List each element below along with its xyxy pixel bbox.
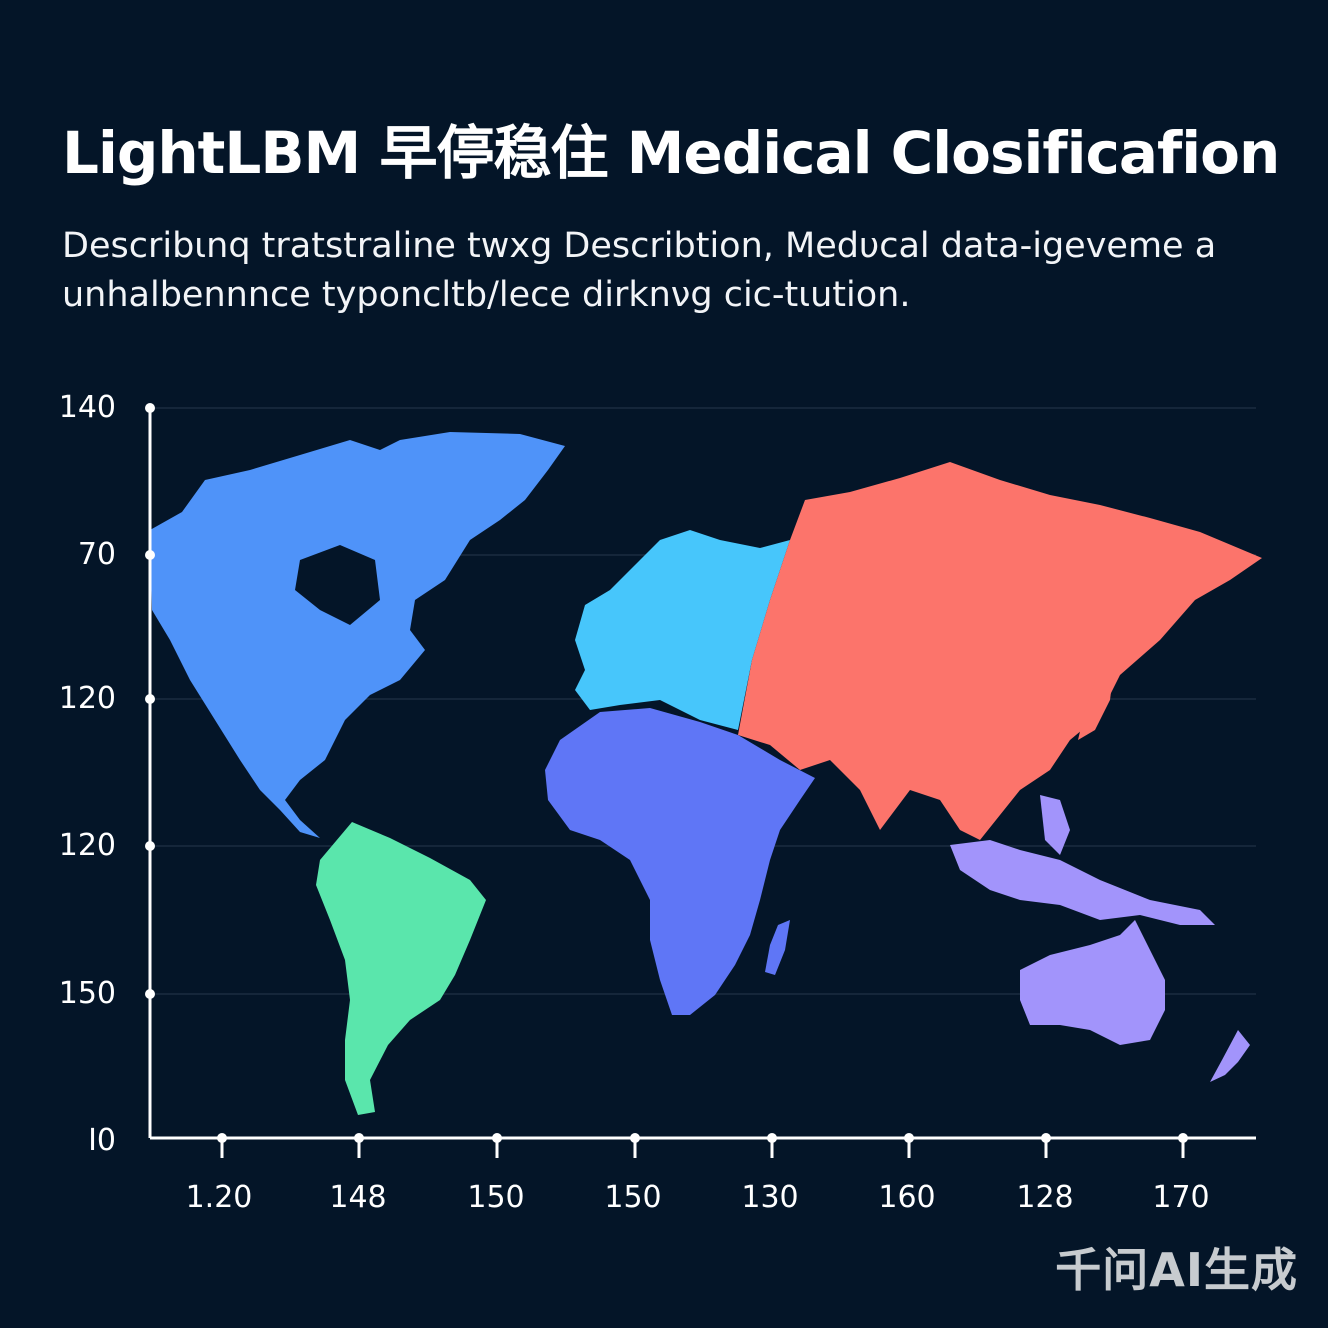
y-tick-label: I0	[88, 1123, 116, 1158]
region-australia	[1020, 920, 1165, 1045]
x-tick-dot	[1178, 1133, 1188, 1143]
region-southeast-asia	[950, 840, 1215, 925]
continents	[150, 432, 1262, 1115]
x-tick-label: 170	[1152, 1180, 1209, 1215]
x-tick-label: 1.20	[186, 1180, 253, 1215]
x-axis-ticks	[220, 1138, 1185, 1158]
y-tick-dot	[145, 403, 155, 413]
x-tick-label: 128	[1016, 1180, 1073, 1215]
y-tick-dot	[145, 989, 155, 999]
x-tick-dot	[767, 1133, 777, 1143]
region-japan	[1078, 640, 1115, 740]
y-tick-dot	[145, 841, 155, 851]
axes	[148, 408, 1256, 1140]
chart-title: LightLBM 早停稳住 Medical Closificafion	[62, 119, 1280, 187]
region-philippines	[1040, 795, 1070, 855]
x-tick-label: 150	[467, 1180, 524, 1215]
x-tick-label: 130	[741, 1180, 798, 1215]
x-tick-dot	[630, 1133, 640, 1143]
x-tick-dot	[354, 1133, 364, 1143]
hudson-bay	[295, 545, 380, 625]
region-europe	[575, 530, 790, 730]
y-tick-label: 70	[78, 537, 116, 572]
x-tick-dot	[492, 1133, 502, 1143]
y-tick-label: 140	[59, 390, 116, 425]
y-tick-dot	[145, 550, 155, 560]
y-axis-ticks: 140 70 120 120 150 I0	[59, 390, 155, 1158]
region-north-america	[150, 432, 565, 838]
x-axis-tick-dots	[217, 1133, 1188, 1143]
y-tick-label: 120	[59, 828, 116, 863]
x-tick-label: 148	[329, 1180, 386, 1215]
y-tick-dot	[145, 694, 155, 704]
watermark: 千问AI生成	[1055, 1243, 1298, 1297]
chart-subtitle: Describιnq tratstraline twxg Describtion…	[62, 226, 1217, 315]
y-tick-label: 120	[59, 681, 116, 716]
x-axis-labels: 1.20 148 150 150 130 160 128 170	[186, 1180, 1210, 1215]
region-asia	[738, 462, 1262, 840]
x-tick-dot	[217, 1133, 227, 1143]
x-tick-dot	[1041, 1133, 1051, 1143]
x-tick-label: 160	[878, 1180, 935, 1215]
y-tick-label: 150	[59, 976, 116, 1011]
region-new-zealand	[1210, 1030, 1250, 1082]
x-tick-dot	[904, 1133, 914, 1143]
region-madagascar	[765, 920, 790, 975]
region-south-america	[316, 822, 486, 1115]
region-africa	[545, 708, 815, 1015]
x-tick-label: 150	[604, 1180, 661, 1215]
